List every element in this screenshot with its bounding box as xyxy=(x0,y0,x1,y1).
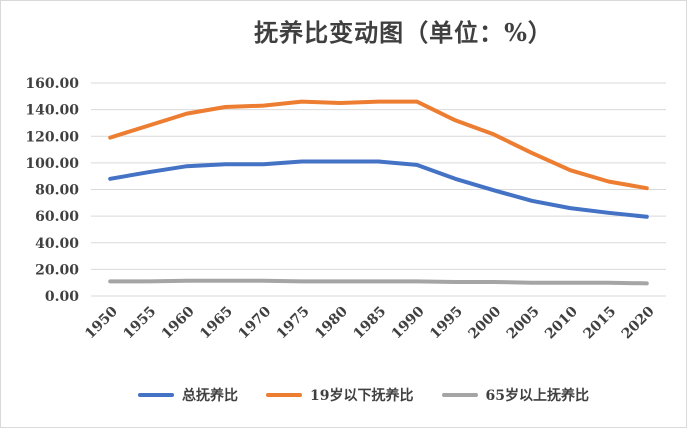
x-tick-label: 1990 xyxy=(389,303,428,342)
legend-item: 65岁以上抚养比 xyxy=(441,385,589,405)
x-tick-label: 1985 xyxy=(350,304,389,343)
series-line xyxy=(108,99,649,191)
legend-swatch xyxy=(266,393,303,397)
y-tick-label: 120.00 xyxy=(25,129,79,145)
legend-swatch xyxy=(138,393,175,397)
x-tick-label: 1955 xyxy=(120,304,159,343)
x-tick-label: 1975 xyxy=(274,304,313,343)
y-tick-label: 100.00 xyxy=(25,156,79,172)
x-tick-label: 2000 xyxy=(465,303,504,342)
legend-item: 总抚养比 xyxy=(138,385,238,405)
y-tick-label: 160.00 xyxy=(25,76,79,92)
y-tick-label: 0.00 xyxy=(45,289,79,305)
x-tick-label: 2010 xyxy=(542,303,581,342)
legend-label: 65岁以上抚养比 xyxy=(485,388,589,404)
legend-label: 19岁以下抚养比 xyxy=(310,388,414,404)
y-tick-label: 80.00 xyxy=(35,183,79,199)
x-tick-label: 1960 xyxy=(159,303,198,342)
legend-item: 19岁以下抚养比 xyxy=(266,385,414,405)
y-tick-label: 20.00 xyxy=(35,262,79,278)
x-tick-label: 2015 xyxy=(580,304,619,343)
x-tick-label: 2020 xyxy=(619,303,658,342)
legend: 总抚养比 19岁以下抚养比 65岁以上抚养比 xyxy=(1,385,686,405)
x-tick-label: 1970 xyxy=(235,303,274,342)
y-tick-label: 140.00 xyxy=(25,103,79,119)
x-tick-label: 1995 xyxy=(427,304,466,343)
x-tick-label: 2005 xyxy=(504,304,543,343)
series-line xyxy=(108,278,649,286)
y-tick-label: 40.00 xyxy=(35,236,79,252)
legend-label: 总抚养比 xyxy=(182,388,239,404)
y-tick-label: 60.00 xyxy=(35,209,79,225)
x-tick-label: 1950 xyxy=(82,303,121,342)
chart-title: 抚养比变动图（单位：%） xyxy=(254,18,553,47)
legend-swatch xyxy=(441,393,478,397)
x-tick-label: 1980 xyxy=(312,303,351,342)
series-line xyxy=(108,159,649,219)
x-tick-label: 1965 xyxy=(197,304,236,343)
